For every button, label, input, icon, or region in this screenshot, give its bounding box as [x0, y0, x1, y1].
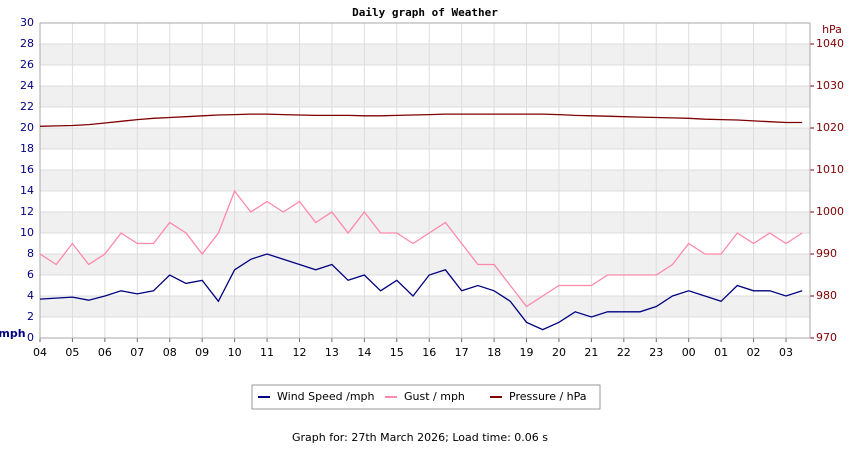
x-tick-label: 00 — [682, 346, 696, 359]
grid-band — [40, 170, 810, 191]
grid-band — [40, 44, 810, 65]
grid-band — [40, 86, 810, 107]
y-tick-label: 20 — [20, 121, 34, 134]
y-tick-label: 22 — [20, 100, 34, 113]
legend-label: Gust / mph — [404, 390, 465, 403]
x-tick-label: 03 — [779, 346, 793, 359]
x-tick-label: 02 — [747, 346, 761, 359]
y-tick-label: 4 — [27, 289, 34, 302]
grid-band — [40, 296, 810, 317]
y2-tick-label: 970 — [816, 331, 837, 344]
x-tick-label: 16 — [422, 346, 436, 359]
x-tick-label: 10 — [228, 346, 242, 359]
x-tick-label: 21 — [584, 346, 598, 359]
y-tick-label: 18 — [20, 142, 34, 155]
x-tick-label: 13 — [325, 346, 339, 359]
x-tick-label: 22 — [617, 346, 631, 359]
x-tick-label: 20 — [552, 346, 566, 359]
y-tick-label: 14 — [20, 184, 34, 197]
x-tick-label: 07 — [130, 346, 144, 359]
y2-axis-label: hPa — [822, 23, 842, 36]
x-tick-label: 06 — [98, 346, 112, 359]
y-tick-label: 0 — [27, 331, 34, 344]
y-tick-label: 28 — [20, 37, 34, 50]
y-tick-label: 26 — [20, 58, 34, 71]
plot-frame — [39, 22, 811, 339]
y-tick-label: 24 — [20, 79, 34, 92]
x-tick-label: 12 — [292, 346, 306, 359]
x-tick-label: 05 — [65, 346, 79, 359]
y-tick-label: 12 — [20, 205, 34, 218]
chart-title: Daily graph of Weather — [352, 6, 498, 19]
x-tick-label: 23 — [649, 346, 663, 359]
y2-tick-label: 980 — [816, 289, 837, 302]
y-tick-label: 2 — [27, 310, 34, 323]
grid-band — [40, 128, 810, 149]
x-tick-label: 18 — [487, 346, 501, 359]
y-tick-label: 10 — [20, 226, 34, 239]
y2-tick-label: 1000 — [816, 205, 844, 218]
series-line — [39, 113, 803, 127]
legend-box — [251, 384, 601, 410]
series-line — [39, 253, 803, 331]
x-tick-label: 11 — [260, 346, 274, 359]
x-tick-label: 19 — [520, 346, 534, 359]
y-tick-label: 30 — [20, 16, 34, 29]
x-tick-label: 09 — [195, 346, 209, 359]
x-tick-label: 08 — [163, 346, 177, 359]
y2-tick-label: 1010 — [816, 163, 844, 176]
y2-tick-label: 1030 — [816, 79, 844, 92]
grid-band — [40, 254, 810, 275]
grid-band — [40, 212, 810, 233]
x-tick-label: 14 — [357, 346, 371, 359]
y2-tick-label: 1020 — [816, 121, 844, 134]
y-tick-label: 8 — [27, 247, 34, 260]
x-tick-label: 17 — [455, 346, 469, 359]
y2-tick-label: 990 — [816, 247, 837, 260]
x-tick-label: 01 — [714, 346, 728, 359]
y2-tick-label: 1040 — [816, 37, 844, 50]
y-tick-label: 16 — [20, 163, 34, 176]
series-line — [39, 189, 803, 308]
footer: Graph for: 27th March 2026; Load time: 0… — [292, 431, 548, 444]
legend-label: Wind Speed /mph — [277, 390, 375, 403]
y-axis-label: mph — [0, 327, 26, 340]
x-tick-label: 04 — [33, 346, 47, 359]
y-tick-label: 6 — [27, 268, 34, 281]
legend-label: Pressure / hPa — [509, 390, 587, 403]
x-tick-label: 15 — [390, 346, 404, 359]
